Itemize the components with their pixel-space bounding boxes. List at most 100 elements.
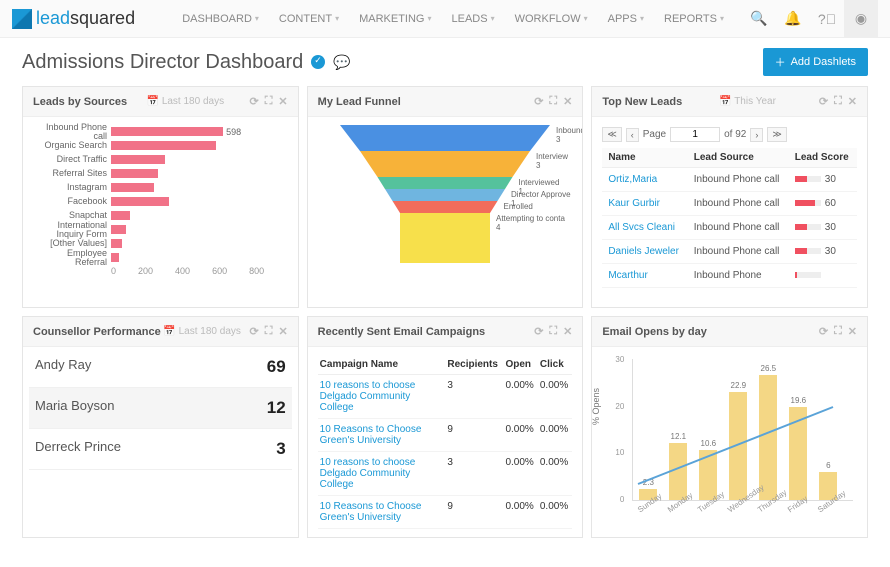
expand-icon[interactable]: ⛶ <box>265 325 273 338</box>
table-row: 10 Reasons to Choose Green's University9… <box>318 419 573 452</box>
campaign-link[interactable]: 10 reasons to choose Delgado Community C… <box>318 452 446 496</box>
pager-first-button[interactable]: ≪ <box>602 127 621 142</box>
lead-score: 30 <box>789 240 857 264</box>
close-icon[interactable]: ✕ <box>848 95 857 108</box>
refresh-icon[interactable]: ⟳ <box>250 95 259 108</box>
nav-leads[interactable]: LEADS▾ <box>442 0 505 38</box>
refresh-icon[interactable]: ⟳ <box>534 325 543 338</box>
close-icon[interactable]: ✕ <box>848 325 857 338</box>
funnel-label: Attempting to conta4 <box>496 215 565 233</box>
nav-workflow[interactable]: WORKFLOW▾ <box>505 0 598 38</box>
col-header[interactable]: Open <box>503 355 537 375</box>
counsellor-name: Maria Boyson <box>35 398 114 418</box>
pager-page-input[interactable] <box>670 127 720 142</box>
campaign-link[interactable]: 10 reasons to choose Delgado Community C… <box>318 375 446 419</box>
bar-label: Inbound Phone call <box>33 123 111 141</box>
bar-chart: Inbound Phone call598Organic SearchDirec… <box>23 117 298 307</box>
bar-row: Inbound Phone call598 <box>33 125 288 138</box>
period-label[interactable]: 📅 This Year <box>719 96 776 107</box>
bar-row: Referral Sites <box>33 167 288 180</box>
dashlet-title: Recently Sent Email Campaigns <box>318 326 486 338</box>
chevron-down-icon: ▾ <box>720 14 724 23</box>
bar <box>111 211 130 220</box>
bar-label: Snapchat <box>33 211 111 220</box>
bar-row: Facebook <box>33 195 288 208</box>
col-header[interactable]: Name <box>602 148 687 168</box>
campaign-link[interactable]: 10 Reasons to Choose Green's University <box>318 496 446 529</box>
help-icon[interactable]: ?⃝ <box>810 0 844 38</box>
lead-name-link[interactable]: Ortiz,Maria <box>602 168 687 192</box>
close-icon[interactable]: ✕ <box>278 325 287 338</box>
bar <box>111 239 122 248</box>
close-icon[interactable]: ✕ <box>563 95 572 108</box>
pager: ≪ ‹ Page of 92 › ≫ <box>602 125 857 148</box>
refresh-icon[interactable]: ⟳ <box>819 325 828 338</box>
expand-icon[interactable]: ⛶ <box>549 325 557 338</box>
dashlet-title: Counsellor Performance <box>33 326 161 338</box>
counsellor-value: 3 <box>276 439 285 459</box>
col-header[interactable]: Campaign Name <box>318 355 446 375</box>
plus-icon: ＋ <box>775 54 786 70</box>
expand-icon[interactable]: ⛶ <box>834 325 842 338</box>
close-icon[interactable]: ✕ <box>278 95 287 108</box>
user-icon[interactable]: ◉ <box>844 0 878 38</box>
campaign-link[interactable]: 10 Reasons to Choose Green's University <box>318 419 446 452</box>
col-header[interactable]: Recipients <box>445 355 503 375</box>
counsellor-row[interactable]: Derreck Prince3 <box>29 429 292 470</box>
add-dashlets-button[interactable]: ＋Add Dashlets <box>763 48 868 76</box>
refresh-icon[interactable]: ⟳ <box>534 95 543 108</box>
bar-label: International Inquiry Form <box>33 221 111 239</box>
pager-last-button[interactable]: ≫ <box>767 127 786 142</box>
expand-icon[interactable]: ⛶ <box>834 95 842 108</box>
pager-prev-button[interactable]: ‹ <box>626 128 639 142</box>
funnel-segment <box>340 125 550 151</box>
logo[interactable]: leadsquared <box>12 8 135 29</box>
dashlet-email-opens: Email Opens by day ⟳⛶✕ 0102030% Opens2.3… <box>591 316 868 538</box>
col-header[interactable]: Click <box>538 355 572 375</box>
chevron-down-icon: ▾ <box>428 14 432 23</box>
bar <box>111 141 216 150</box>
close-icon[interactable]: ✕ <box>563 325 572 338</box>
bar-row: Organic Search <box>33 139 288 152</box>
lead-name-link[interactable]: Daniels Jeweler <box>602 240 687 264</box>
lead-name-link[interactable]: All Svcs Cleani <box>602 216 687 240</box>
period-label[interactable]: 📅 Last 180 days <box>163 326 241 337</box>
leads-table: NameLead SourceLead Score Ortiz,MariaInbo… <box>602 148 857 288</box>
col-header[interactable]: Lead Score <box>789 148 857 168</box>
trend-line <box>633 359 843 501</box>
refresh-icon[interactable]: ⟳ <box>250 325 259 338</box>
expand-icon[interactable]: ⛶ <box>265 95 273 108</box>
expand-icon[interactable]: ⛶ <box>549 95 557 108</box>
search-icon[interactable]: 🔍 <box>742 0 776 38</box>
lead-score <box>789 264 857 288</box>
y-axis: 0102030 <box>602 355 626 505</box>
counsellor-row[interactable]: Andy Ray69 <box>29 347 292 388</box>
nav-reports[interactable]: REPORTS▾ <box>654 0 734 38</box>
bell-icon[interactable]: 🔔 <box>776 0 810 38</box>
counsellor-row[interactable]: Maria Boyson12 <box>29 388 292 429</box>
funnel-segment <box>400 213 490 263</box>
col-header[interactable]: Lead Source <box>688 148 789 168</box>
nav-apps[interactable]: APPS▾ <box>598 0 654 38</box>
bar-label: Employee Referral <box>33 249 111 267</box>
lead-name-link[interactable]: Kaur Gurbir <box>602 192 687 216</box>
funnel-label: Interview3 <box>536 153 568 171</box>
chevron-down-icon: ▾ <box>640 14 644 23</box>
dashlet-title: My Lead Funnel <box>318 96 401 108</box>
dashlet-counsellor-performance: Counsellor Performance 📅 Last 180 days ⟳… <box>22 316 299 538</box>
lead-name-link[interactable]: Mcarthur <box>602 264 687 288</box>
nav-content[interactable]: CONTENT▾ <box>269 0 349 38</box>
period-label[interactable]: 📅 Last 180 days <box>147 96 225 107</box>
pager-next-button[interactable]: › <box>750 128 763 142</box>
refresh-icon[interactable]: ⟳ <box>819 95 828 108</box>
dashlet-title: Top New Leads <box>602 96 682 108</box>
nav-dashboard[interactable]: DASHBOARD▾ <box>172 0 269 38</box>
main-nav: DASHBOARD▾CONTENT▾MARKETING▾LEADS▾WORKFL… <box>172 0 734 38</box>
nav-marketing[interactable]: MARKETING▾ <box>349 0 441 38</box>
table-row: All Svcs CleaniInbound Phone call30 <box>602 216 857 240</box>
bar <box>111 197 169 206</box>
comment-icon[interactable]: 💬 <box>333 54 350 71</box>
plot-area: 2.312.110.622.926.519.66 <box>632 359 853 501</box>
lead-source: Inbound Phone call <box>688 216 789 240</box>
dashlet-grid: Leads by Sources 📅 Last 180 days ⟳⛶✕ Inb… <box>0 86 890 548</box>
